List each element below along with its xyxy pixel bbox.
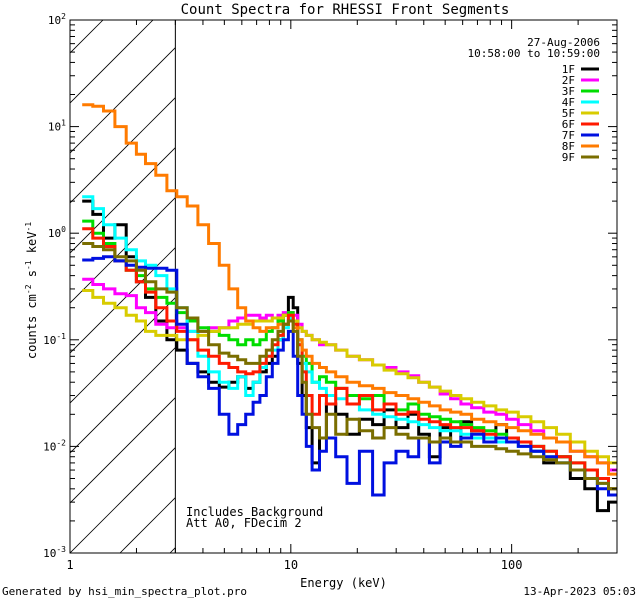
series-3F-line: [82, 219, 617, 491]
y-tick-label: 101: [48, 119, 66, 134]
y-tick-label: 10-1: [43, 332, 66, 347]
y-axis-label: counts cm-2 s-1 keV-1: [24, 222, 39, 359]
time-range-label: 10:58:00 to 10:59:00: [468, 47, 600, 60]
legend-label-3F: 3F: [562, 85, 575, 98]
plot-frame: [69, 19, 618, 554]
hatch-line: [70, 247, 176, 354]
hatch-line: [70, 20, 154, 104]
legend-label-4F: 4F: [562, 96, 575, 109]
series-9F-line: [82, 242, 617, 491]
x-axis-label: Energy (keV): [300, 576, 387, 590]
hatch-line: [0, 0, 120, 553]
chart-title: Count Spectra for RHESSI Front Segments: [181, 2, 510, 18]
y-tick-label: 102: [48, 12, 66, 27]
x-tick-label: 100: [501, 558, 523, 572]
legend-label-6F: 6F: [562, 118, 575, 131]
series-layer: [82, 103, 617, 513]
y-tick-label: 100: [48, 225, 66, 240]
background-note: Includes Background: [186, 505, 323, 519]
hatch-line: [70, 197, 176, 304]
legend-label-8F: 8F: [562, 140, 575, 153]
series-5F-line: [82, 289, 617, 465]
legend-label-5F: 5F: [562, 107, 575, 120]
hatch-line: [70, 47, 176, 154]
legend-label-7F: 7F: [562, 129, 575, 142]
series-7F-line: [82, 255, 617, 497]
hatch-line: [70, 297, 176, 404]
hatch-line: [70, 397, 176, 504]
hatch-line: [70, 447, 176, 553]
legend-label-9F: 9F: [562, 151, 575, 164]
axes: 10-3 10-2 10-1 100 101 102 1 10 100: [43, 12, 618, 572]
series-8F-line: [82, 103, 617, 476]
timestamp-text: 13-Apr-2023 05:03: [523, 585, 636, 598]
x-tick-label: 10: [284, 558, 298, 572]
generated-by-text: Generated by hsi_min_spectra_plot.pro: [2, 585, 248, 598]
legend-label-2F: 2F: [562, 74, 575, 87]
legend-label-1F: 1F: [562, 63, 575, 76]
date-label: 27-Aug-2006: [527, 36, 600, 49]
y-tick-label: 10-2: [43, 438, 66, 453]
attenuator-note: Att A0, FDecim 2: [186, 516, 302, 530]
hatch-line: [70, 347, 176, 454]
x-tick-label: 1: [66, 558, 73, 572]
y-tick-label: 10-3: [43, 545, 66, 560]
